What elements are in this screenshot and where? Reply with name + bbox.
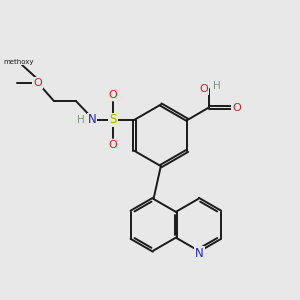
Text: methoxy: methoxy: [3, 58, 34, 64]
Text: O: O: [232, 103, 241, 112]
Text: H: H: [213, 81, 221, 91]
Text: O: O: [109, 90, 118, 100]
Text: O: O: [199, 85, 208, 94]
Text: H: H: [77, 115, 85, 125]
Text: O: O: [33, 78, 42, 88]
Text: O: O: [109, 140, 118, 150]
Text: N: N: [195, 247, 204, 260]
Text: S: S: [110, 113, 117, 127]
Text: N: N: [88, 113, 96, 127]
